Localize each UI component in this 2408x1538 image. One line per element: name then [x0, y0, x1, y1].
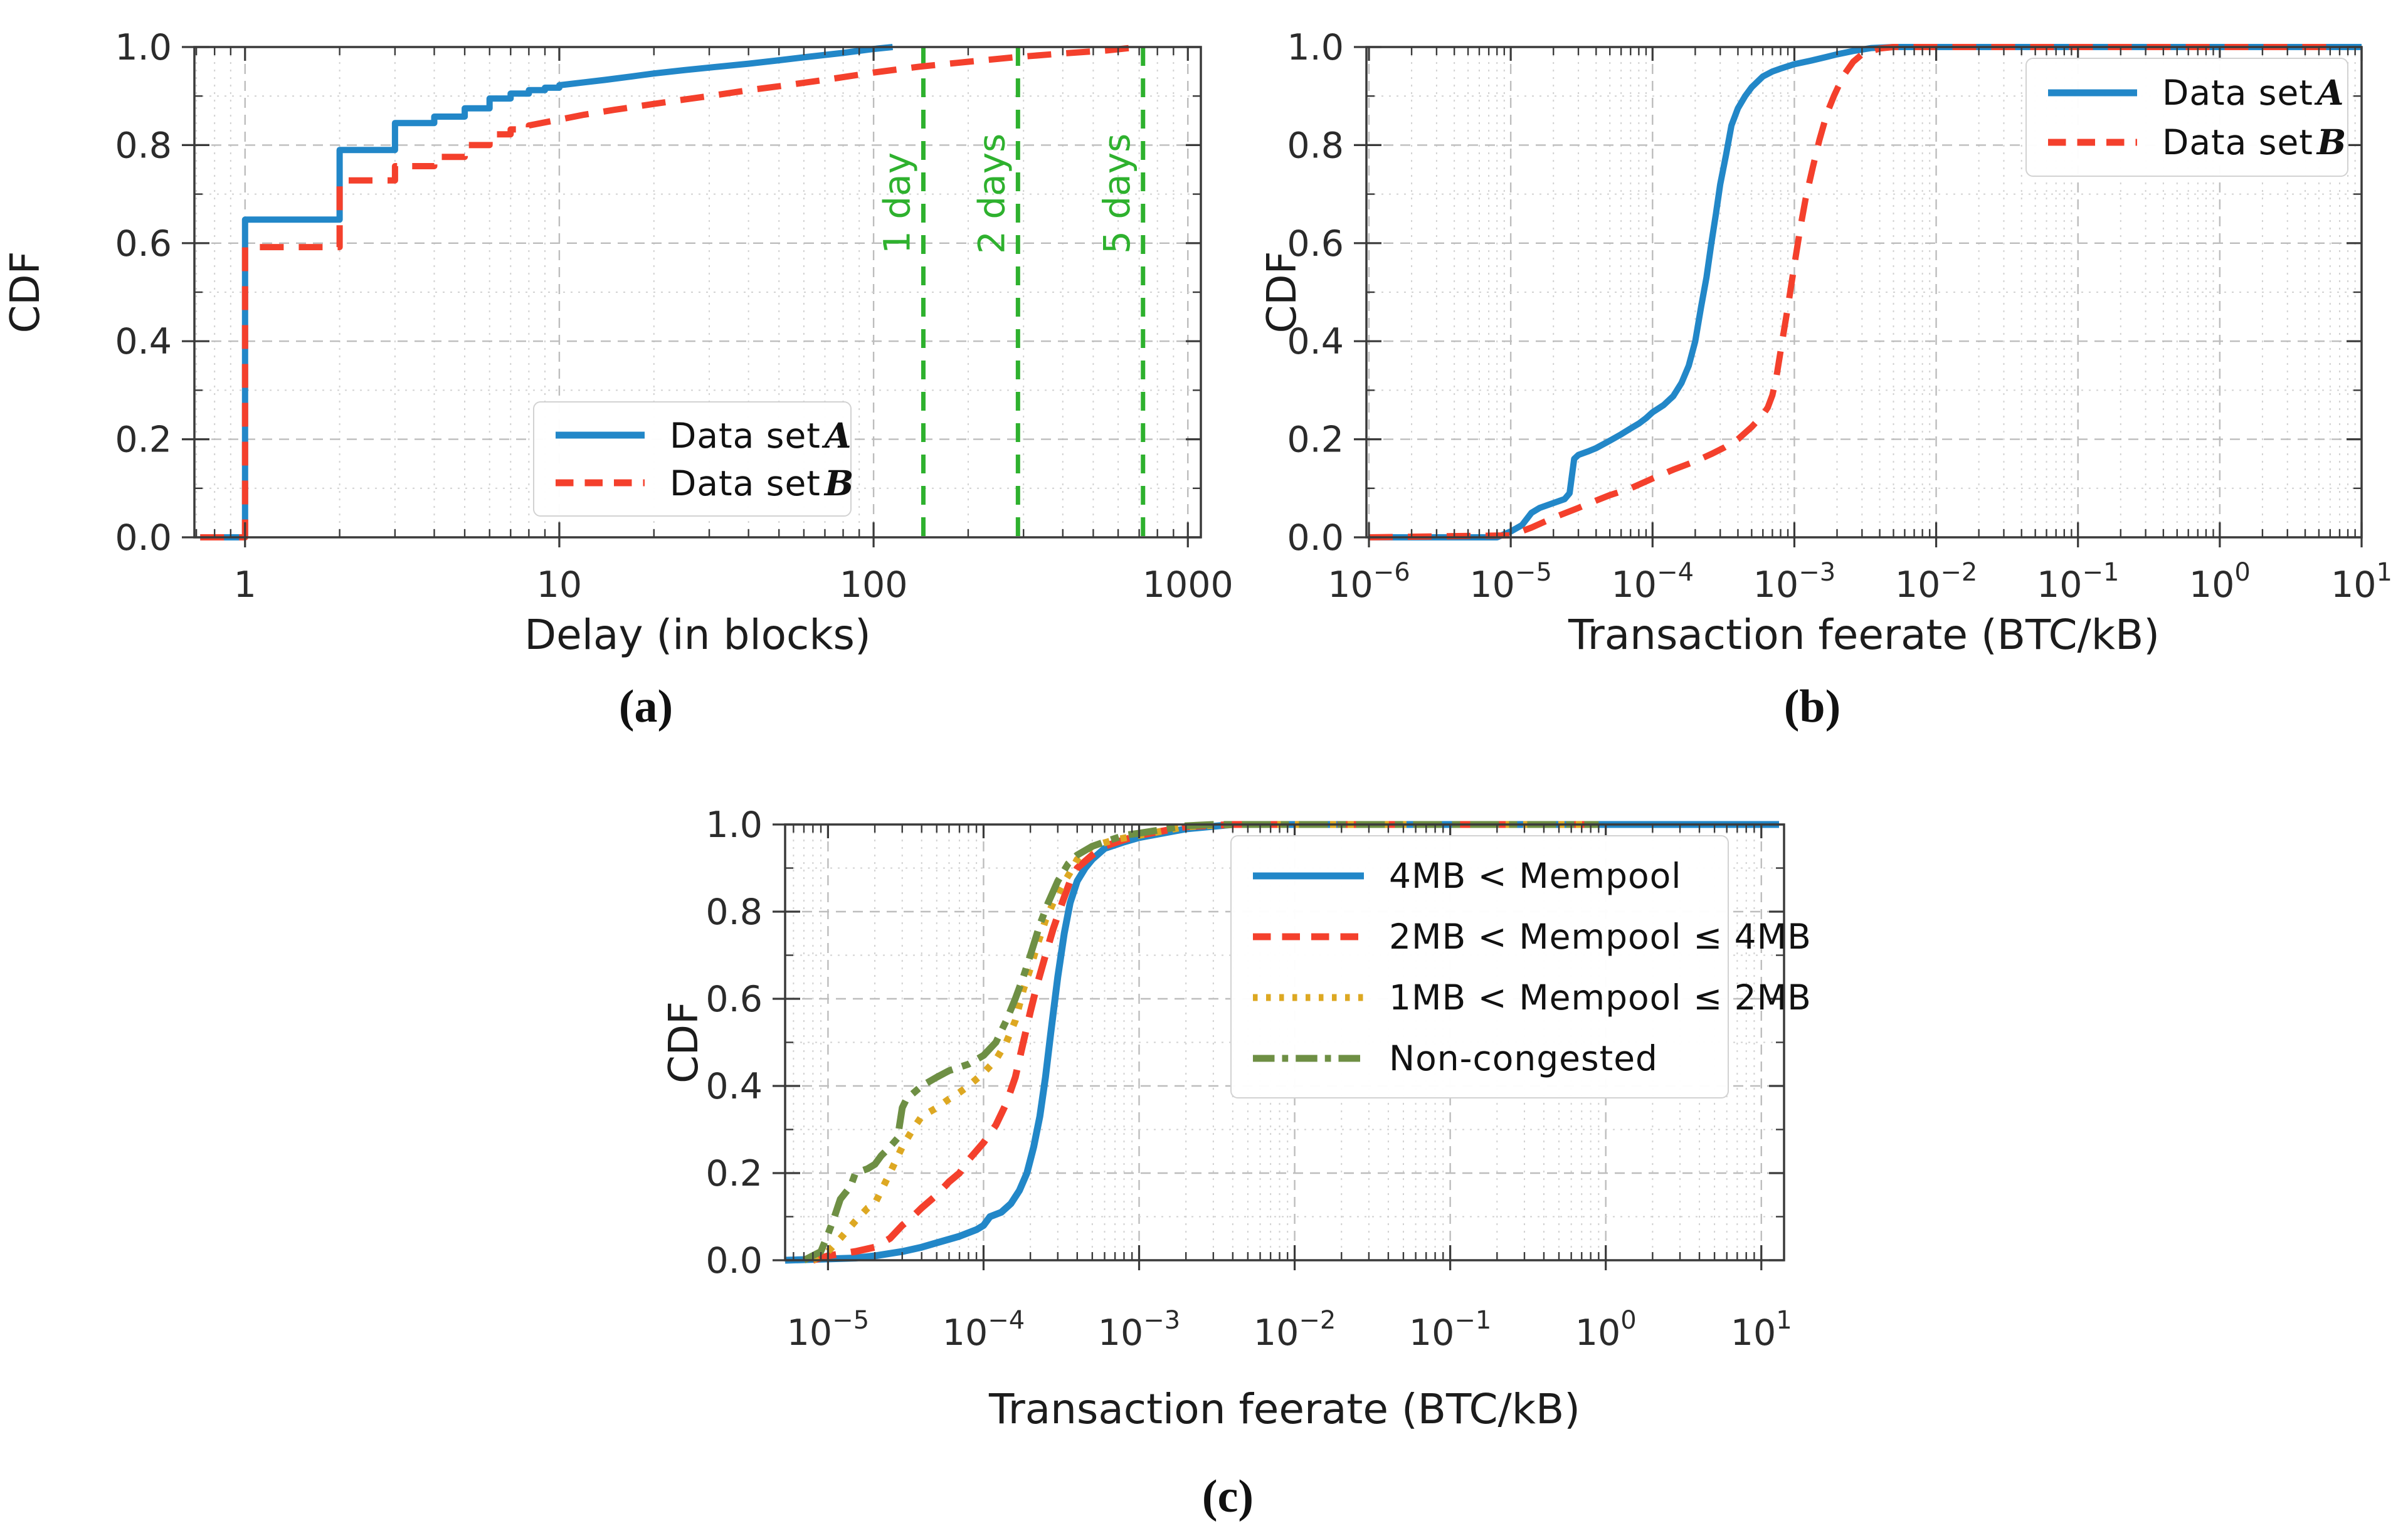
legend-label-dataset-b: Data set B	[670, 462, 855, 503]
caption-a: (a)	[618, 681, 673, 732]
legend-item-4mb: 4MB < Mempool	[1250, 856, 1709, 896]
svg-text:0.4: 0.4	[1287, 321, 1344, 362]
svg-text:100: 100	[2189, 558, 2251, 606]
svg-text:1.0: 1.0	[705, 804, 763, 846]
svg-text:101: 101	[2331, 558, 2392, 606]
legend-label-noncongested: Non-congested	[1389, 1038, 1658, 1078]
caption-b: (b)	[1783, 681, 1841, 732]
legend-item-2mb: 2MB < Mempool ≤ 4MB	[1250, 917, 1811, 957]
legend-label-dataset-b: Data set B	[2162, 122, 2347, 162]
svg-text:CDF: CDF	[3, 251, 49, 334]
svg-text:10−6: 10−6	[1328, 558, 1410, 606]
legend-swatch-2mb	[1253, 933, 1364, 940]
legend-swatch-dataset-a	[556, 431, 645, 439]
legend-chart-a: Data set A Data set B	[533, 401, 853, 517]
svg-text:0.6: 0.6	[705, 979, 763, 1020]
legend-item-dataset-a: Data set A	[2046, 72, 2344, 113]
svg-text:5 days: 5 days	[1096, 134, 1138, 254]
svg-text:10−2: 10−2	[1254, 1306, 1336, 1354]
legend-label-1mb: 1MB < Mempool ≤ 2MB	[1389, 977, 1812, 1018]
svg-text:0.4: 0.4	[115, 321, 172, 362]
svg-text:Transaction feerate (BTC/kB): Transaction feerate (BTC/kB)	[988, 1385, 1580, 1433]
legend-item-1mb: 1MB < Mempool ≤ 2MB	[1250, 977, 1811, 1018]
legend-swatch-dataset-a	[2048, 89, 2137, 96]
svg-text:10−5: 10−5	[1469, 558, 1552, 606]
legend-swatch-4mb	[1253, 872, 1364, 879]
svg-text:10−4: 10−4	[943, 1306, 1025, 1354]
svg-text:10−2: 10−2	[1895, 558, 1978, 606]
legend-label-2mb: 2MB < Mempool ≤ 4MB	[1389, 916, 1812, 957]
svg-text:10−3: 10−3	[1098, 1306, 1181, 1354]
legend-item-dataset-b: Data set B	[2046, 122, 2346, 162]
svg-text:0.4: 0.4	[705, 1066, 763, 1107]
svg-text:0.0: 0.0	[705, 1240, 763, 1282]
legend-swatch-dataset-b	[2048, 139, 2137, 145]
svg-text:10−3: 10−3	[1753, 558, 1836, 606]
svg-text:100: 100	[840, 564, 908, 606]
svg-text:0.8: 0.8	[1287, 125, 1344, 166]
svg-text:0.6: 0.6	[1287, 223, 1344, 265]
svg-text:1: 1	[234, 564, 256, 606]
svg-text:2 days: 2 days	[970, 134, 1013, 254]
svg-text:0.8: 0.8	[705, 892, 763, 933]
legend-chart-b: Data set A Data set B	[2025, 58, 2348, 177]
svg-text:1000: 1000	[1143, 564, 1233, 606]
svg-text:100: 100	[1575, 1306, 1637, 1354]
svg-text:10: 10	[537, 564, 583, 606]
caption-c: (c)	[1201, 1471, 1254, 1522]
legend-swatch-1mb	[1253, 994, 1364, 1001]
legend-item-dataset-a: Data set A	[553, 415, 852, 456]
svg-text:10−1: 10−1	[2037, 558, 2120, 606]
legend-swatch-noncongested	[1253, 1055, 1364, 1061]
svg-text:0.0: 0.0	[1287, 517, 1344, 559]
svg-text:1 day: 1 day	[875, 152, 918, 254]
legend-item-dataset-b: Data set B	[553, 463, 853, 503]
legend-label-4mb: 4MB < Mempool	[1389, 855, 1682, 896]
svg-text:0.0: 0.0	[115, 517, 172, 559]
legend-chart-c: 4MB < Mempool 2MB < Mempool ≤ 4MB 1MB < …	[1230, 835, 1811, 1098]
svg-text:CDF: CDF	[1259, 251, 1306, 334]
svg-text:10−4: 10−4	[1612, 558, 1694, 606]
legend-label-dataset-a: Data set A	[670, 414, 852, 456]
legend-swatch-dataset-b	[556, 479, 645, 487]
svg-text:0.8: 0.8	[115, 125, 172, 166]
svg-text:10−1: 10−1	[1409, 1306, 1492, 1354]
svg-text:101: 101	[1731, 1306, 1792, 1354]
svg-text:10−5: 10−5	[787, 1306, 870, 1354]
legend-label-dataset-a: Data set A	[2162, 72, 2345, 113]
svg-text:Transaction feerate (BTC/kB): Transaction feerate (BTC/kB)	[1568, 611, 2160, 659]
svg-text:CDF: CDF	[661, 1001, 707, 1083]
svg-text:0.2: 0.2	[705, 1153, 763, 1194]
svg-text:0.2: 0.2	[115, 419, 172, 461]
svg-text:1.0: 1.0	[115, 27, 172, 68]
svg-text:1.0: 1.0	[1287, 27, 1344, 68]
svg-text:Delay (in blocks): Delay (in blocks)	[524, 611, 870, 659]
legend-item-noncongested: Non-congested	[1250, 1038, 1709, 1078]
svg-text:0.6: 0.6	[115, 223, 172, 265]
svg-text:0.2: 0.2	[1287, 419, 1344, 461]
